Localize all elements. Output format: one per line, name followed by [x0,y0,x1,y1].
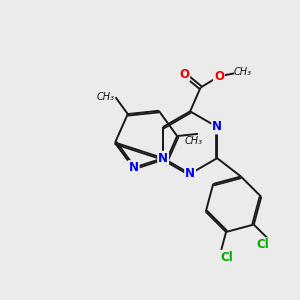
Text: N: N [212,121,222,134]
Text: N: N [128,161,138,174]
Text: O: O [179,68,189,81]
Text: CH₃: CH₃ [184,136,202,146]
Text: CH₃: CH₃ [234,67,252,77]
Text: Cl: Cl [220,251,233,264]
Text: N: N [128,161,138,174]
Text: CH₃: CH₃ [96,92,114,102]
Text: N: N [185,167,195,180]
Text: Cl: Cl [256,238,269,251]
Text: N: N [158,152,168,165]
Text: O: O [214,70,224,83]
